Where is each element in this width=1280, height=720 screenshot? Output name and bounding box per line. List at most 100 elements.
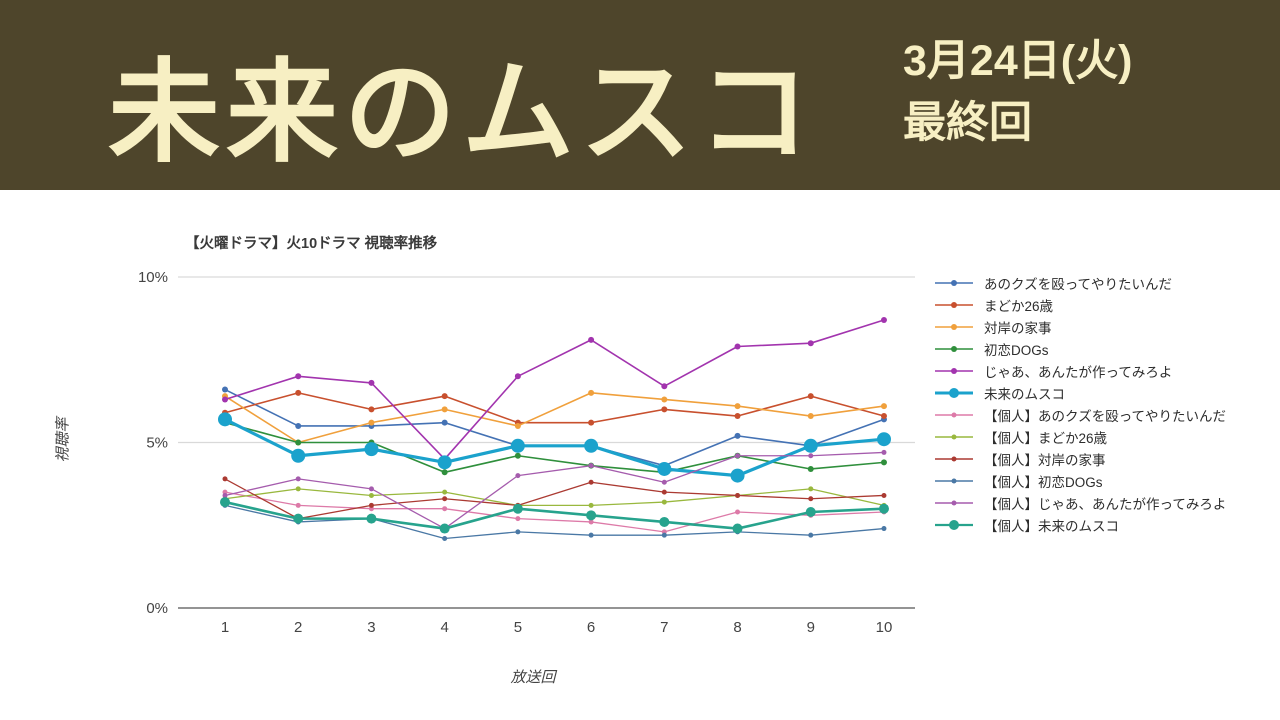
data-point [880, 317, 887, 324]
data-point [514, 373, 521, 380]
data-point [881, 492, 887, 498]
x-tick-label: 9 [807, 619, 815, 636]
data-point [661, 383, 668, 390]
legend-marker-icon [935, 302, 973, 308]
data-point [661, 489, 667, 495]
legend-marker-icon [935, 280, 973, 286]
data-point [659, 516, 670, 527]
legend-label: 【個人】あのクズを殴ってやりたいんだ [984, 409, 1227, 424]
data-point [880, 459, 887, 466]
legend-marker-icon [935, 412, 973, 418]
y-tick-label: 0% [146, 600, 168, 617]
data-point [295, 389, 302, 396]
x-tick-label: 4 [440, 619, 448, 636]
legend-item: 【個人】対岸の家事 [933, 448, 1226, 470]
chart-legend: あのクズを殴ってやりたいんだ まどか26歳 対岸の家事 初恋DOGs じゃあ、あんたが作… [933, 272, 1226, 536]
series-line [224, 392, 885, 444]
data-point [734, 343, 741, 350]
data-point [588, 463, 594, 469]
x-tick-label: 7 [660, 619, 668, 636]
series-line [224, 421, 885, 474]
legend-marker-icon [935, 520, 973, 530]
data-point [803, 438, 818, 453]
legend-marker-icon [935, 434, 973, 440]
data-point [876, 432, 891, 447]
data-point [295, 422, 302, 429]
data-point [588, 389, 595, 396]
series-line [224, 491, 885, 533]
line-chart-plot: 0% 5% 10% 1 2 3 4 5 6 7 8 9 10 [138, 269, 915, 636]
legend-marker-icon [935, 346, 973, 352]
x-tick-label: 2 [294, 619, 302, 636]
legend-item: 【個人】あのクズを殴ってやりたいんだ [933, 404, 1226, 426]
series-line [224, 451, 885, 530]
data-point [293, 513, 304, 524]
data-point [218, 412, 232, 427]
legend-label: 【個人】じゃあ、あんたが作ってみろよ [984, 497, 1227, 512]
data-point [735, 453, 741, 459]
x-tick-label: 5 [514, 619, 522, 636]
data-point [364, 442, 379, 457]
legend-marker-icon [935, 456, 973, 462]
data-point [441, 393, 448, 400]
legend-label: 【個人】対岸の家事 [984, 453, 1106, 468]
data-point [881, 449, 887, 455]
legend-marker-icon [935, 388, 973, 398]
legend-item: 【個人】じゃあ、あんたが作ってみろよ [933, 492, 1226, 514]
data-point [735, 492, 741, 498]
x-tick-label: 6 [587, 619, 595, 636]
series-line [224, 417, 885, 478]
title-banner: 未来のムスコ 3月24日(火) 最終回 [0, 0, 1280, 190]
legend-item: 【個人】まどか26歳 [933, 426, 1226, 448]
x-axis-label: 放送回 [510, 669, 556, 686]
data-point [734, 403, 741, 410]
data-point [515, 516, 521, 522]
y-tick-label: 10% [138, 269, 168, 286]
data-point [588, 479, 594, 485]
x-tick-label: 8 [733, 619, 741, 636]
drama-title: 未来のムスコ [108, 50, 816, 175]
legend-marker-icon [935, 500, 973, 506]
data-point [807, 393, 814, 400]
y-axis-label: 視聴率 [54, 417, 72, 463]
data-point [514, 452, 521, 459]
data-point [442, 489, 448, 495]
legend-item: あのクズを殴ってやりたいんだ [933, 272, 1226, 294]
x-tick-label: 3 [367, 619, 375, 636]
data-point [368, 406, 375, 413]
legend-item: 【個人】未来のムスコ [933, 514, 1226, 536]
data-point [222, 396, 228, 403]
data-point [515, 529, 521, 535]
legend-label: 初恋DOGs [984, 343, 1049, 358]
data-point [808, 496, 814, 502]
data-point [808, 486, 814, 492]
x-tick-label: 1 [221, 619, 229, 636]
legend-label: まどか26歳 [984, 299, 1054, 314]
data-point [295, 476, 301, 482]
data-point [734, 432, 741, 439]
data-point [584, 438, 599, 453]
legend-marker-icon [935, 324, 973, 330]
series-line [224, 392, 885, 424]
legend-marker-icon [935, 478, 973, 484]
data-point [807, 340, 814, 347]
data-point [512, 503, 523, 514]
legend-label: 未来のムスコ [984, 387, 1065, 402]
data-point [588, 532, 594, 538]
broadcast-date: 3月24日(火) 最終回 [903, 30, 1132, 155]
series-line [224, 500, 885, 530]
legend-label: 【個人】まどか26歳 [984, 431, 1108, 446]
data-point [295, 502, 301, 508]
legend-label: 【個人】初恋DOGs [984, 475, 1103, 490]
data-point [515, 473, 521, 479]
data-point [807, 465, 814, 472]
data-point [514, 422, 521, 429]
data-point [295, 439, 302, 446]
data-point [588, 336, 595, 343]
data-point [880, 403, 887, 410]
data-point [880, 413, 887, 420]
data-point [295, 486, 301, 492]
broadcast-date-line1: 3月24日(火) [903, 37, 1133, 85]
data-point [368, 379, 375, 386]
